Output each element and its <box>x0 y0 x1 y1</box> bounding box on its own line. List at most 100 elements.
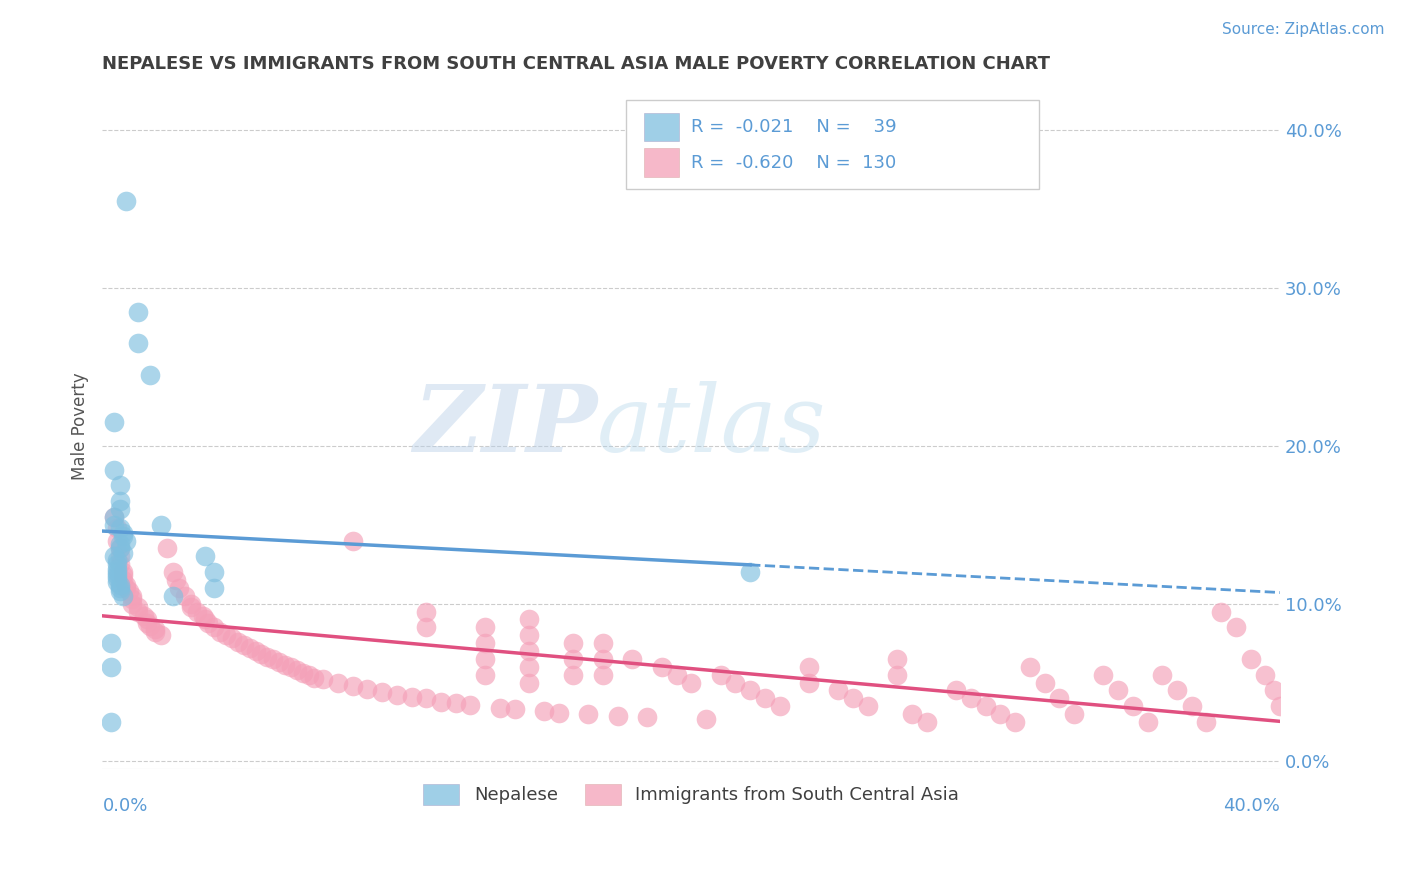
Point <box>280 660 302 674</box>
Point <box>474 652 496 666</box>
Point <box>1239 652 1261 666</box>
Point <box>1063 707 1085 722</box>
Point <box>262 652 284 666</box>
Point <box>326 675 349 690</box>
Point <box>162 565 184 579</box>
Point <box>371 685 394 699</box>
Point <box>112 525 135 540</box>
Point <box>990 707 1012 722</box>
Point <box>167 581 190 595</box>
FancyBboxPatch shape <box>644 148 679 177</box>
Point <box>651 660 673 674</box>
Text: NEPALESE VS IMMIGRANTS FROM SOUTH CENTRAL ASIA MALE POVERTY CORRELATION CHART: NEPALESE VS IMMIGRANTS FROM SOUTH CENTRA… <box>103 55 1050 73</box>
Point <box>592 667 614 681</box>
Point <box>103 415 125 429</box>
Point <box>285 663 308 677</box>
Point <box>562 636 585 650</box>
Legend: Nepalese, Immigrants from South Central Asia: Nepalese, Immigrants from South Central … <box>416 777 966 812</box>
Point <box>1268 699 1291 714</box>
Point <box>517 612 540 626</box>
Point <box>115 194 138 209</box>
Point <box>754 691 776 706</box>
Point <box>138 619 160 633</box>
Point <box>517 660 540 674</box>
Point <box>194 549 217 564</box>
Point <box>100 660 122 674</box>
Point <box>108 541 131 556</box>
Point <box>226 634 249 648</box>
Text: Source: ZipAtlas.com: Source: ZipAtlas.com <box>1222 22 1385 37</box>
Text: 0.0%: 0.0% <box>103 797 148 814</box>
Point <box>724 675 747 690</box>
Point <box>915 714 938 729</box>
Point <box>636 710 658 724</box>
Point <box>145 625 167 640</box>
Text: ZIP: ZIP <box>413 381 598 471</box>
Point <box>1152 667 1174 681</box>
Point <box>665 667 688 681</box>
Point <box>768 699 790 714</box>
Point <box>960 691 983 706</box>
Point <box>105 565 128 579</box>
Point <box>180 597 202 611</box>
Point <box>100 714 122 729</box>
Point <box>681 675 703 690</box>
Point <box>592 652 614 666</box>
Point <box>108 541 131 556</box>
Point <box>460 698 482 712</box>
Point <box>245 644 267 658</box>
Point <box>202 581 225 595</box>
Point <box>250 647 273 661</box>
Point <box>274 658 297 673</box>
Point <box>562 652 585 666</box>
Point <box>621 652 644 666</box>
Point <box>444 696 467 710</box>
Point <box>1018 660 1040 674</box>
Point <box>135 615 157 630</box>
Point <box>232 638 254 652</box>
Point <box>256 650 278 665</box>
Point <box>108 549 131 564</box>
Point <box>1211 605 1233 619</box>
Point <box>121 591 143 606</box>
Point <box>474 636 496 650</box>
Point <box>1181 699 1204 714</box>
FancyBboxPatch shape <box>627 100 1039 189</box>
Point <box>740 683 762 698</box>
Point <box>115 578 138 592</box>
Point <box>503 702 526 716</box>
Point <box>1225 620 1247 634</box>
Point <box>108 537 131 551</box>
Point <box>162 589 184 603</box>
Point <box>945 683 967 698</box>
Point <box>105 558 128 572</box>
Point <box>118 584 141 599</box>
Point <box>430 694 453 708</box>
Point <box>297 667 319 681</box>
Point <box>267 655 290 669</box>
Point <box>115 581 138 595</box>
Point <box>1047 691 1070 706</box>
Point <box>103 549 125 564</box>
Point <box>103 509 125 524</box>
Point <box>533 704 555 718</box>
Y-axis label: Male Poverty: Male Poverty <box>72 372 89 480</box>
Point <box>105 552 128 566</box>
Text: R =  -0.620    N =  130: R = -0.620 N = 130 <box>692 153 897 171</box>
Point <box>121 597 143 611</box>
Point <box>105 521 128 535</box>
Point <box>194 612 217 626</box>
Point <box>1136 714 1159 729</box>
Point <box>112 568 135 582</box>
Text: R =  -0.021    N =    39: R = -0.021 N = 39 <box>692 118 897 136</box>
Point <box>1166 683 1188 698</box>
Point <box>1033 675 1056 690</box>
Point <box>547 706 569 720</box>
Point <box>474 667 496 681</box>
FancyBboxPatch shape <box>644 112 679 141</box>
Point <box>385 688 408 702</box>
Point <box>415 605 437 619</box>
Point <box>202 565 225 579</box>
Point <box>150 517 173 532</box>
Point <box>415 620 437 634</box>
